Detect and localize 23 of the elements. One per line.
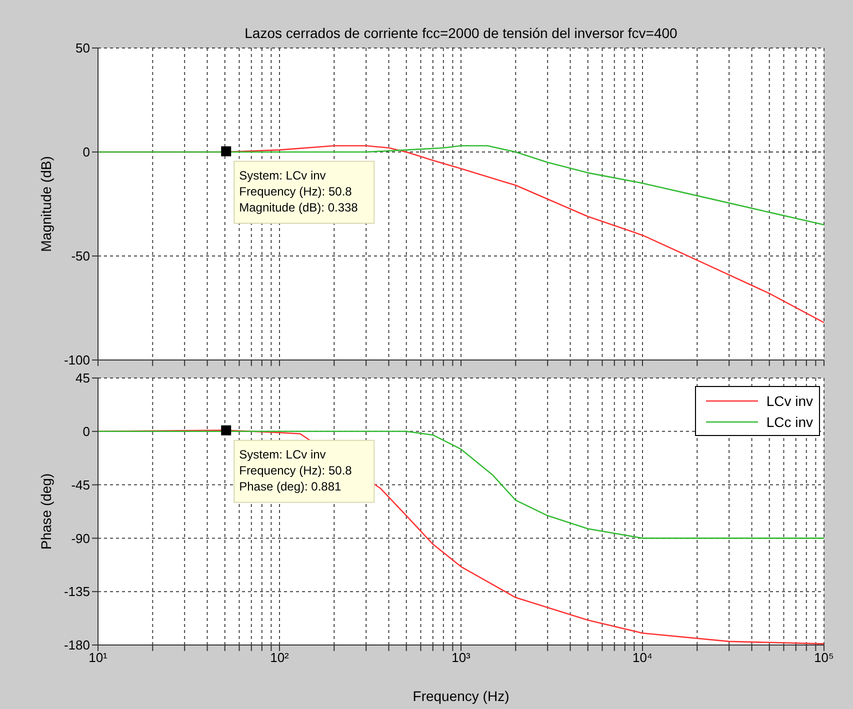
annotation: System: LCv inv Frequency (Hz): 50.8 Magnitude (dB): 0.338 [239,168,358,214]
x-tick-label: 10² [270,650,290,666]
x-tick-label: 10⁵ [814,650,834,666]
x-tick-label: 10³ [452,650,472,666]
y-tick-label: -45 [71,477,90,492]
y-tick-label: -90 [71,530,90,546]
y-axis-title: Phase (deg) [38,473,54,550]
x-tick-label: 10⁴ [632,650,653,666]
y-tick-label: 0 [82,144,90,160]
y-tick-label: -135 [64,584,90,600]
annotation: System: LCv inv Frequency (Hz): 50.8 Phase (deg): 0.881 [239,447,352,494]
legend-label: LCv inv [766,392,813,408]
y-tick-label: -50 [71,248,90,264]
y-axis-title: Magnitude (dB) [38,156,54,252]
x-axis-title: Frequency (Hz) [412,688,510,704]
y-tick-label: 50 [76,40,90,56]
y-tick-label: 45 [76,370,90,386]
legend-label: LCc inv [766,414,813,430]
chart-title: Lazos cerrados de corriente fcc=2000 de tensión del inversor fcv=400 [244,25,678,41]
y-tick-label: -180 [64,638,90,653]
y-tick-label: 0 [82,424,90,440]
x-tick-label: 10¹ [88,650,108,666]
y-tick-label: -100 [64,352,90,368]
